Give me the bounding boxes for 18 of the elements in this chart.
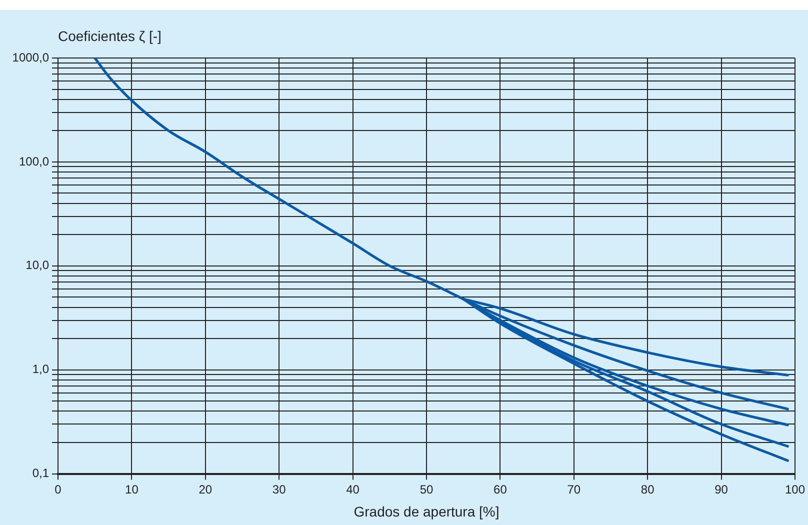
y-tick-label: 1,0 (32, 362, 50, 376)
y-tick-label: 10,0 (26, 258, 50, 272)
x-tick-label: 80 (640, 482, 655, 496)
x-tick-label: 20 (198, 482, 212, 496)
x-tick-label: 70 (567, 482, 581, 496)
x-tick-label: 40 (346, 482, 360, 496)
x-tick-label: 10 (125, 482, 139, 496)
x-tick-label: 50 (420, 482, 434, 496)
x-tick-label: 100 (784, 482, 806, 496)
x-tick-label: 30 (272, 482, 286, 496)
x-tick-label: 60 (494, 482, 508, 496)
y-tick-label: 1000,0 (12, 50, 50, 64)
y-tick-label: 0,1 (32, 466, 50, 480)
x-tick-label: 0 (54, 482, 62, 496)
x-tick-label: 90 (714, 482, 728, 496)
y-axis-title: Coeficientes ζ [-] (58, 28, 162, 44)
x-axis-title: Grados de apertura [%] (354, 503, 500, 520)
y-tick-label: 100,0 (18, 154, 50, 168)
